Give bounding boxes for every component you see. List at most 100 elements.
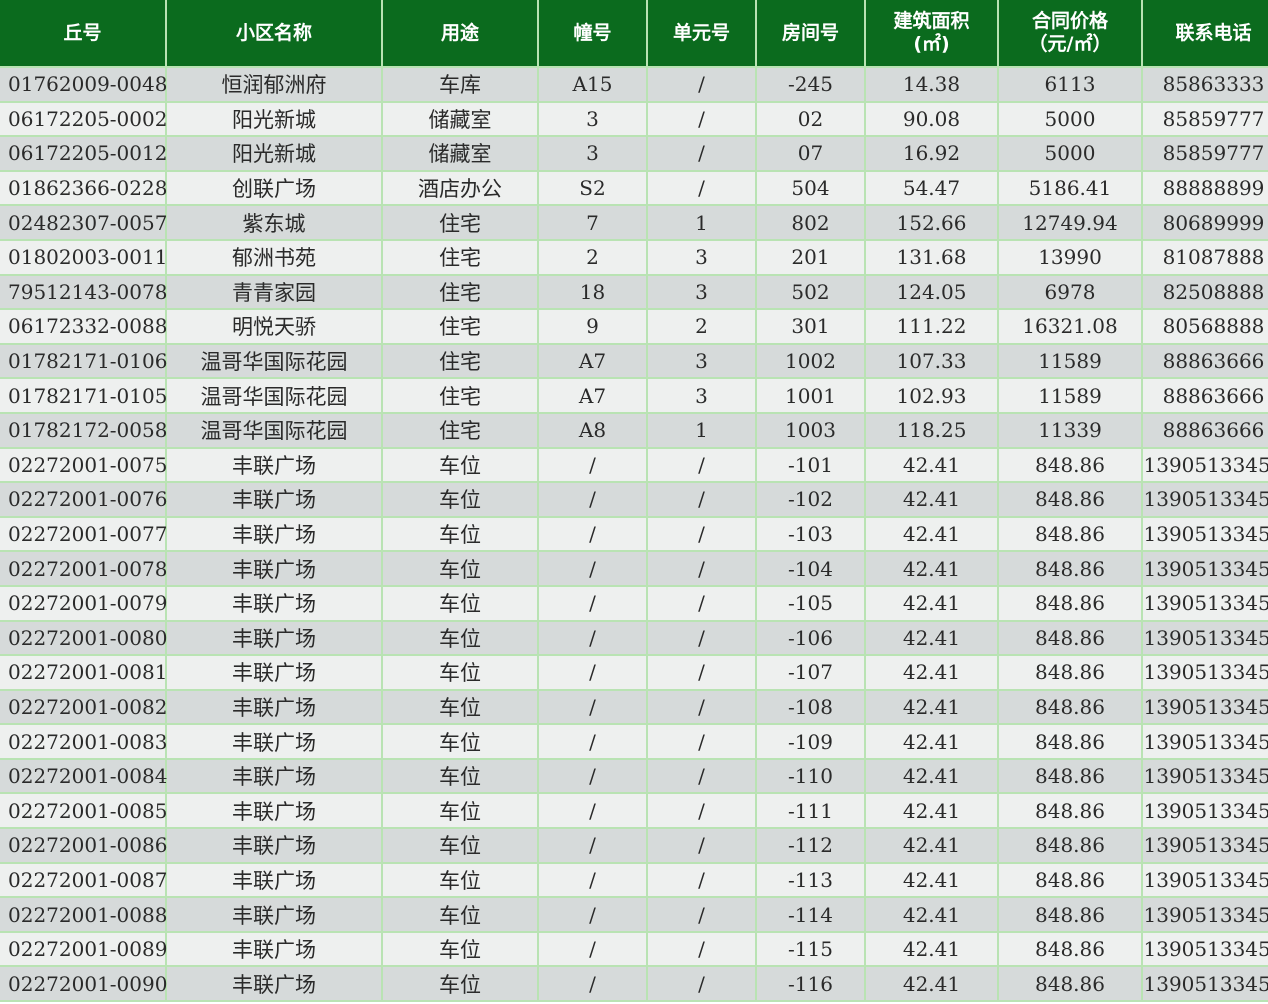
cell-floor-area: 42.41 bbox=[866, 794, 997, 828]
cell-contract-price: 5000 bbox=[999, 102, 1141, 136]
cell-community-name: 丰联广场 bbox=[167, 517, 381, 551]
table-row: 02272001-0086 丰联广场 车位 / / -112 42.41 848.86 1390… bbox=[0, 829, 1268, 862]
cell-lot-number: 02272001-0086 bbox=[0, 829, 167, 862]
cell-building-number: S2 bbox=[539, 171, 646, 205]
cell-unit-number: 3 bbox=[648, 344, 755, 378]
cell-floor-area: 90.08 bbox=[866, 102, 997, 136]
cell-building-number: / bbox=[539, 448, 646, 482]
cell-usage: 车位 bbox=[383, 967, 537, 1001]
cell-contact-phone: 88863666 bbox=[1143, 344, 1268, 378]
cell-unit-number: / bbox=[648, 863, 755, 897]
cell-usage: 储藏室 bbox=[383, 102, 537, 136]
cell-community-name: 丰联广场 bbox=[167, 794, 381, 828]
cell-floor-area: 42.41 bbox=[866, 967, 997, 1001]
table-row: 02272001-0081 丰联广场 车位 / / -107 42.41 848.86 1390… bbox=[0, 656, 1268, 689]
cell-building-number: / bbox=[539, 725, 646, 758]
cell-floor-area: 42.41 bbox=[866, 690, 997, 724]
cell-floor-area: 42.41 bbox=[866, 932, 997, 966]
cell-contact-phone: 13905133453 bbox=[1143, 898, 1268, 931]
cell-lot-number: 02272001-0090 bbox=[0, 967, 167, 1001]
cell-community-name: 丰联广场 bbox=[167, 448, 381, 482]
cell-contract-price: 848.86 bbox=[999, 829, 1141, 862]
cell-contract-price: 848.86 bbox=[999, 759, 1141, 793]
cell-usage: 车位 bbox=[383, 829, 537, 862]
cell-contract-price: 848.86 bbox=[999, 932, 1141, 966]
cell-usage: 车位 bbox=[383, 656, 537, 689]
cell-unit-number: / bbox=[648, 586, 755, 620]
cell-lot-number: 02272001-0081 bbox=[0, 656, 167, 689]
cell-usage: 车位 bbox=[383, 932, 537, 966]
cell-floor-area: 42.41 bbox=[866, 483, 997, 516]
cell-contract-price: 848.86 bbox=[999, 656, 1141, 689]
cell-building-number: 7 bbox=[539, 206, 646, 239]
cell-room-number: -245 bbox=[757, 68, 864, 101]
cell-usage: 车位 bbox=[383, 759, 537, 793]
cell-lot-number: 06172205-0002 bbox=[0, 102, 167, 136]
cell-contact-phone: 13905133453 bbox=[1143, 863, 1268, 897]
cell-contract-price: 5186.41 bbox=[999, 171, 1141, 205]
cell-building-number: / bbox=[539, 656, 646, 689]
cell-floor-area: 111.22 bbox=[866, 310, 997, 343]
cell-unit-number: / bbox=[648, 759, 755, 793]
table-row: 02272001-0077 丰联广场 车位 / / -103 42.41 848.86 1390… bbox=[0, 517, 1268, 551]
table-body: 01762009-0048 恒润郁洲府 车库 A15/-245 14.38 6113 858… bbox=[0, 68, 1268, 1001]
cell-lot-number: 01782172-0058 bbox=[0, 413, 167, 447]
header-lot-number: 丘号 bbox=[0, 0, 165, 66]
cell-room-number: 201 bbox=[757, 240, 864, 274]
table-row: 01782172-0058 温哥华国际花园 住宅 A8 1 1003 118.25 11339… bbox=[0, 413, 1268, 447]
cell-unit-number: / bbox=[648, 483, 755, 516]
cell-community-name: 丰联广场 bbox=[167, 759, 381, 793]
cell-room-number: 502 bbox=[757, 275, 864, 309]
cell-contact-phone: 80689999 bbox=[1143, 206, 1268, 239]
cell-contact-phone: 13905133453 bbox=[1143, 725, 1268, 758]
cell-contract-price: 848.86 bbox=[999, 898, 1141, 931]
cell-room-number: -110 bbox=[757, 759, 864, 793]
cell-community-name: 丰联广场 bbox=[167, 552, 381, 585]
cell-community-name: 丰联广场 bbox=[167, 863, 381, 897]
cell-usage: 住宅 bbox=[383, 413, 537, 447]
cell-unit-number: / bbox=[648, 552, 755, 585]
cell-lot-number: 01782171-0106 bbox=[0, 344, 167, 378]
cell-community-name: 温哥华国际花园 bbox=[167, 413, 381, 447]
cell-community-name: 明悦天骄 bbox=[167, 310, 381, 343]
cell-floor-area: 118.25 bbox=[866, 413, 997, 447]
cell-contract-price: 5000 bbox=[999, 137, 1141, 170]
cell-contract-price: 848.86 bbox=[999, 725, 1141, 758]
cell-contract-price: 848.86 bbox=[999, 967, 1141, 1001]
cell-contact-phone: 88863666 bbox=[1143, 379, 1268, 412]
cell-room-number: -111 bbox=[757, 794, 864, 828]
cell-contact-phone: 88863666 bbox=[1143, 413, 1268, 447]
cell-room-number: 1002 bbox=[757, 344, 864, 378]
cell-room-number: -102 bbox=[757, 483, 864, 516]
cell-room-number: -113 bbox=[757, 863, 864, 897]
cell-room-number: 1003 bbox=[757, 413, 864, 447]
cell-lot-number: 79512143-0078 bbox=[0, 275, 167, 309]
cell-lot-number: 02272001-0083 bbox=[0, 725, 167, 758]
cell-usage: 酒店办公 bbox=[383, 171, 537, 205]
cell-building-number: / bbox=[539, 898, 646, 931]
cell-usage: 车位 bbox=[383, 621, 537, 655]
cell-community-name: 创联广场 bbox=[167, 171, 381, 205]
cell-building-number: / bbox=[539, 863, 646, 897]
cell-usage: 住宅 bbox=[383, 344, 537, 378]
cell-unit-number: / bbox=[648, 517, 755, 551]
cell-community-name: 丰联广场 bbox=[167, 898, 381, 931]
cell-usage: 车位 bbox=[383, 586, 537, 620]
cell-usage: 车位 bbox=[383, 517, 537, 551]
cell-unit-number: / bbox=[648, 656, 755, 689]
cell-usage: 住宅 bbox=[383, 206, 537, 239]
cell-room-number: -106 bbox=[757, 621, 864, 655]
cell-floor-area: 42.41 bbox=[866, 448, 997, 482]
table-row: 02482307-0057 紫东城 住宅 7 1 802 152.66 12749.94 806… bbox=[0, 206, 1268, 239]
cell-lot-number: 02272001-0077 bbox=[0, 517, 167, 551]
table-row: 02272001-0082 丰联广场 车位 / / -108 42.41 848.86 1390… bbox=[0, 690, 1268, 724]
cell-lot-number: 01762009-0048 bbox=[0, 68, 167, 101]
cell-room-number: -101 bbox=[757, 448, 864, 482]
cell-unit-number: 1 bbox=[648, 206, 755, 239]
cell-community-name: 阳光新城 bbox=[167, 137, 381, 170]
table-row: 02272001-0080 丰联广场 车位 / / -106 42.41 848.86 1390… bbox=[0, 621, 1268, 655]
table-row: 02272001-0088 丰联广场 车位 / / -114 42.41 848.86 1390… bbox=[0, 898, 1268, 931]
cell-community-name: 丰联广场 bbox=[167, 932, 381, 966]
cell-building-number: / bbox=[539, 829, 646, 862]
cell-building-number: / bbox=[539, 794, 646, 828]
